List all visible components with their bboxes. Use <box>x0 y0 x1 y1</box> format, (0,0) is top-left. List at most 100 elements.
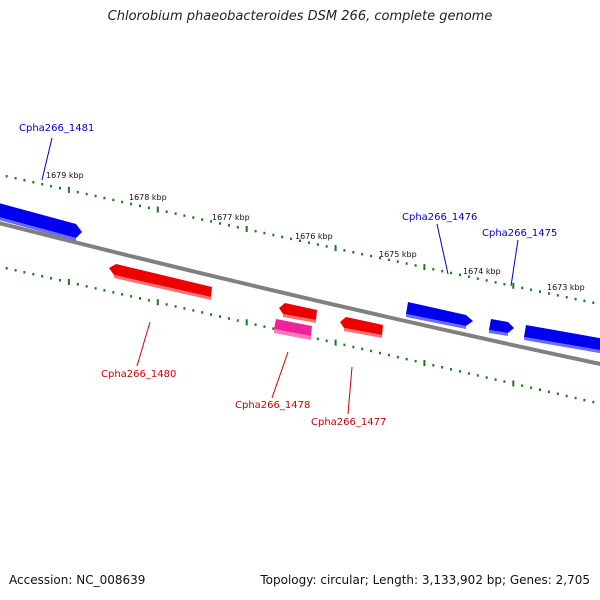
minor-tick <box>556 294 559 297</box>
minor-tick <box>530 288 533 292</box>
tick-dots <box>5 175 595 404</box>
minor-tick <box>192 309 195 312</box>
minor-tick <box>272 327 275 330</box>
minor-tick <box>236 319 239 322</box>
minor-tick <box>130 202 133 206</box>
minor-tick <box>174 212 177 215</box>
tick-label: 1679 kbp <box>46 171 84 180</box>
gene-label[interactable]: Cpha266_1477 <box>311 417 386 428</box>
minor-tick <box>387 258 390 262</box>
major-tick <box>512 282 515 289</box>
minor-tick <box>5 175 8 178</box>
minor-tick <box>59 279 61 282</box>
minor-tick <box>583 398 586 402</box>
minor-tick <box>201 218 204 221</box>
minor-tick <box>547 390 550 394</box>
minor-tick <box>379 351 381 355</box>
gene-cpha266-1481[interactable] <box>0 202 82 241</box>
minor-tick <box>103 196 106 200</box>
minor-tick <box>379 256 381 260</box>
minor-tick <box>405 357 408 361</box>
minor-tick <box>503 380 506 383</box>
minor-tick <box>32 181 35 184</box>
label-leaders <box>41 137 519 415</box>
minor-tick <box>343 249 346 252</box>
minor-tick <box>574 396 577 400</box>
minor-tick <box>396 355 399 359</box>
minor-tick <box>370 349 373 353</box>
accession-label: Accession: NC_008639 <box>9 573 146 587</box>
minor-tick <box>565 296 568 299</box>
minor-tick <box>459 370 461 373</box>
gene-cpha266-1476[interactable] <box>406 302 473 329</box>
minor-tick <box>41 182 44 186</box>
minor-tick <box>50 184 53 188</box>
minor-tick <box>361 252 364 256</box>
minor-tick <box>343 343 346 347</box>
gene-label[interactable]: Cpha266_1481 <box>19 123 94 134</box>
major-tick <box>334 245 337 252</box>
gene-cpha266-1480[interactable] <box>109 264 212 300</box>
minor-tick <box>165 210 168 213</box>
minor-tick <box>112 291 115 294</box>
minor-tick <box>325 339 328 343</box>
minor-tick <box>201 311 204 314</box>
minor-tick <box>192 216 195 219</box>
gene-cpha266-1477[interactable] <box>340 317 383 338</box>
minor-tick <box>41 275 44 278</box>
minor-tick <box>263 231 266 235</box>
gene-label[interactable]: Cpha266_1476 <box>402 212 477 223</box>
minor-tick <box>467 372 470 375</box>
minor-tick <box>76 283 79 286</box>
minor-tick <box>396 260 399 263</box>
minor-tick <box>219 222 221 225</box>
major-tick <box>334 339 337 346</box>
minor-tick <box>494 281 497 284</box>
gene-label[interactable]: Cpha266_1480 <box>101 369 176 380</box>
gene-label[interactable]: Cpha266_1475 <box>482 228 557 239</box>
minor-tick <box>547 292 550 295</box>
minor-tick <box>592 400 595 404</box>
minor-tick <box>476 277 479 280</box>
minor-tick <box>254 229 257 233</box>
minor-tick <box>94 287 97 290</box>
minor-tick <box>592 301 595 304</box>
major-tick <box>245 226 248 232</box>
minor-tick <box>254 323 257 326</box>
minor-tick <box>316 243 319 246</box>
tick-labels: 1679 kbp 1678 kbp 1677 kbp 1676 kbp 1675… <box>46 171 585 292</box>
gene-labels: Cpha266_1481 Cpha266_1480 Cpha266_1478 C… <box>19 123 557 428</box>
minor-tick <box>414 264 417 267</box>
minor-tick <box>459 273 461 277</box>
minor-tick <box>121 200 124 204</box>
minor-tick <box>272 233 275 237</box>
gene-cpha266-1478[interactable] <box>274 319 312 340</box>
minor-tick <box>530 386 533 389</box>
minor-tick <box>290 237 293 241</box>
minor-tick <box>352 345 355 349</box>
minor-tick <box>219 315 221 318</box>
minor-tick <box>14 177 17 180</box>
minor-tick <box>387 353 390 357</box>
minor-tick <box>503 283 506 286</box>
minor-tick <box>50 277 53 280</box>
gene-cpha266-1479[interactable] <box>279 303 317 323</box>
major-tick <box>512 380 515 387</box>
minor-tick <box>139 204 141 208</box>
minor-tick <box>485 279 488 282</box>
minor-tick <box>76 190 79 194</box>
minor-tick <box>494 378 497 381</box>
topology-label: Topology: circular; Length: 3,133,902 bp… <box>260 573 590 587</box>
gene-cpha266-1475[interactable] <box>489 319 514 336</box>
minor-tick <box>414 359 417 363</box>
gene-cpha266-1473[interactable] <box>524 325 600 354</box>
minor-tick <box>85 192 88 196</box>
minor-tick <box>556 392 559 396</box>
minor-tick <box>174 305 177 308</box>
minor-tick <box>450 271 453 275</box>
genome-title: Chlorobium phaeobacteroides DSM 266, com… <box>107 9 493 24</box>
minor-tick <box>103 289 106 292</box>
minor-tick <box>441 269 444 273</box>
gene-label[interactable]: Cpha266_1478 <box>235 400 310 411</box>
